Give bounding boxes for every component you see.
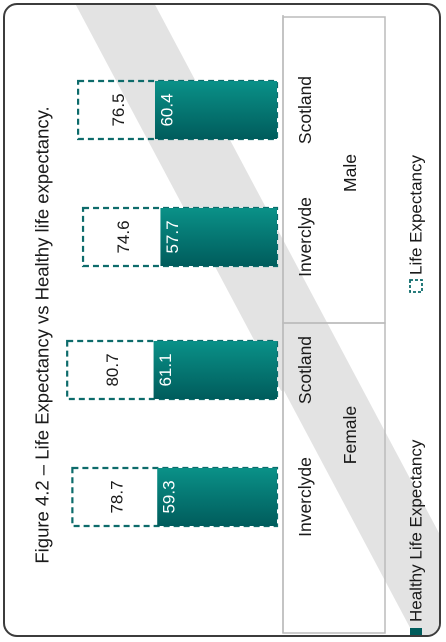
group-label-male: Male [340, 154, 360, 192]
healthy-life-expectancy-bar [154, 81, 277, 139]
chart-title: Figure 4.2 – Life Expectancy vs Healthy … [32, 106, 53, 563]
life-expectancy-value-label: 80.7 [103, 353, 122, 386]
life-expectancy-value-label: 78.7 [107, 480, 126, 513]
legend-label-life: Life Expectancy [407, 154, 426, 275]
category-label: Scotland [295, 336, 315, 404]
healthy-life-expectancy-bar [160, 208, 277, 266]
group-box-male [282, 16, 386, 324]
healthy-value-label: 61.1 [156, 353, 175, 386]
healthy-value-label: 59.3 [160, 480, 179, 513]
legend-label-healthy: Healthy Life Expectancy [407, 439, 426, 622]
life-expectancy-value-label: 76.5 [109, 93, 128, 126]
life-expectancy-value-label: 74.6 [114, 220, 133, 253]
healthy-life-expectancy-bar [157, 468, 277, 526]
group-label-female: Female [340, 406, 360, 464]
legend-swatch-healthy [410, 628, 422, 635]
healthy-value-label: 60.4 [157, 93, 176, 126]
category-label: Scotland [295, 76, 315, 144]
healthy-life-expectancy-bar [153, 341, 277, 399]
life-expectancy-chart: Figure 4.2 – Life Expectancy vs Healthy … [32, 15, 426, 635]
healthy-value-label: 57.7 [163, 220, 182, 253]
legend-swatch-life [409, 279, 423, 293]
category-label: Inverclyde [295, 457, 315, 537]
life-expectancy-bar [76, 79, 279, 141]
category-label: Inverclyde [295, 197, 315, 277]
chart-frame: Figure 4.2 – Life Expectancy vs Healthy … [3, 3, 441, 637]
